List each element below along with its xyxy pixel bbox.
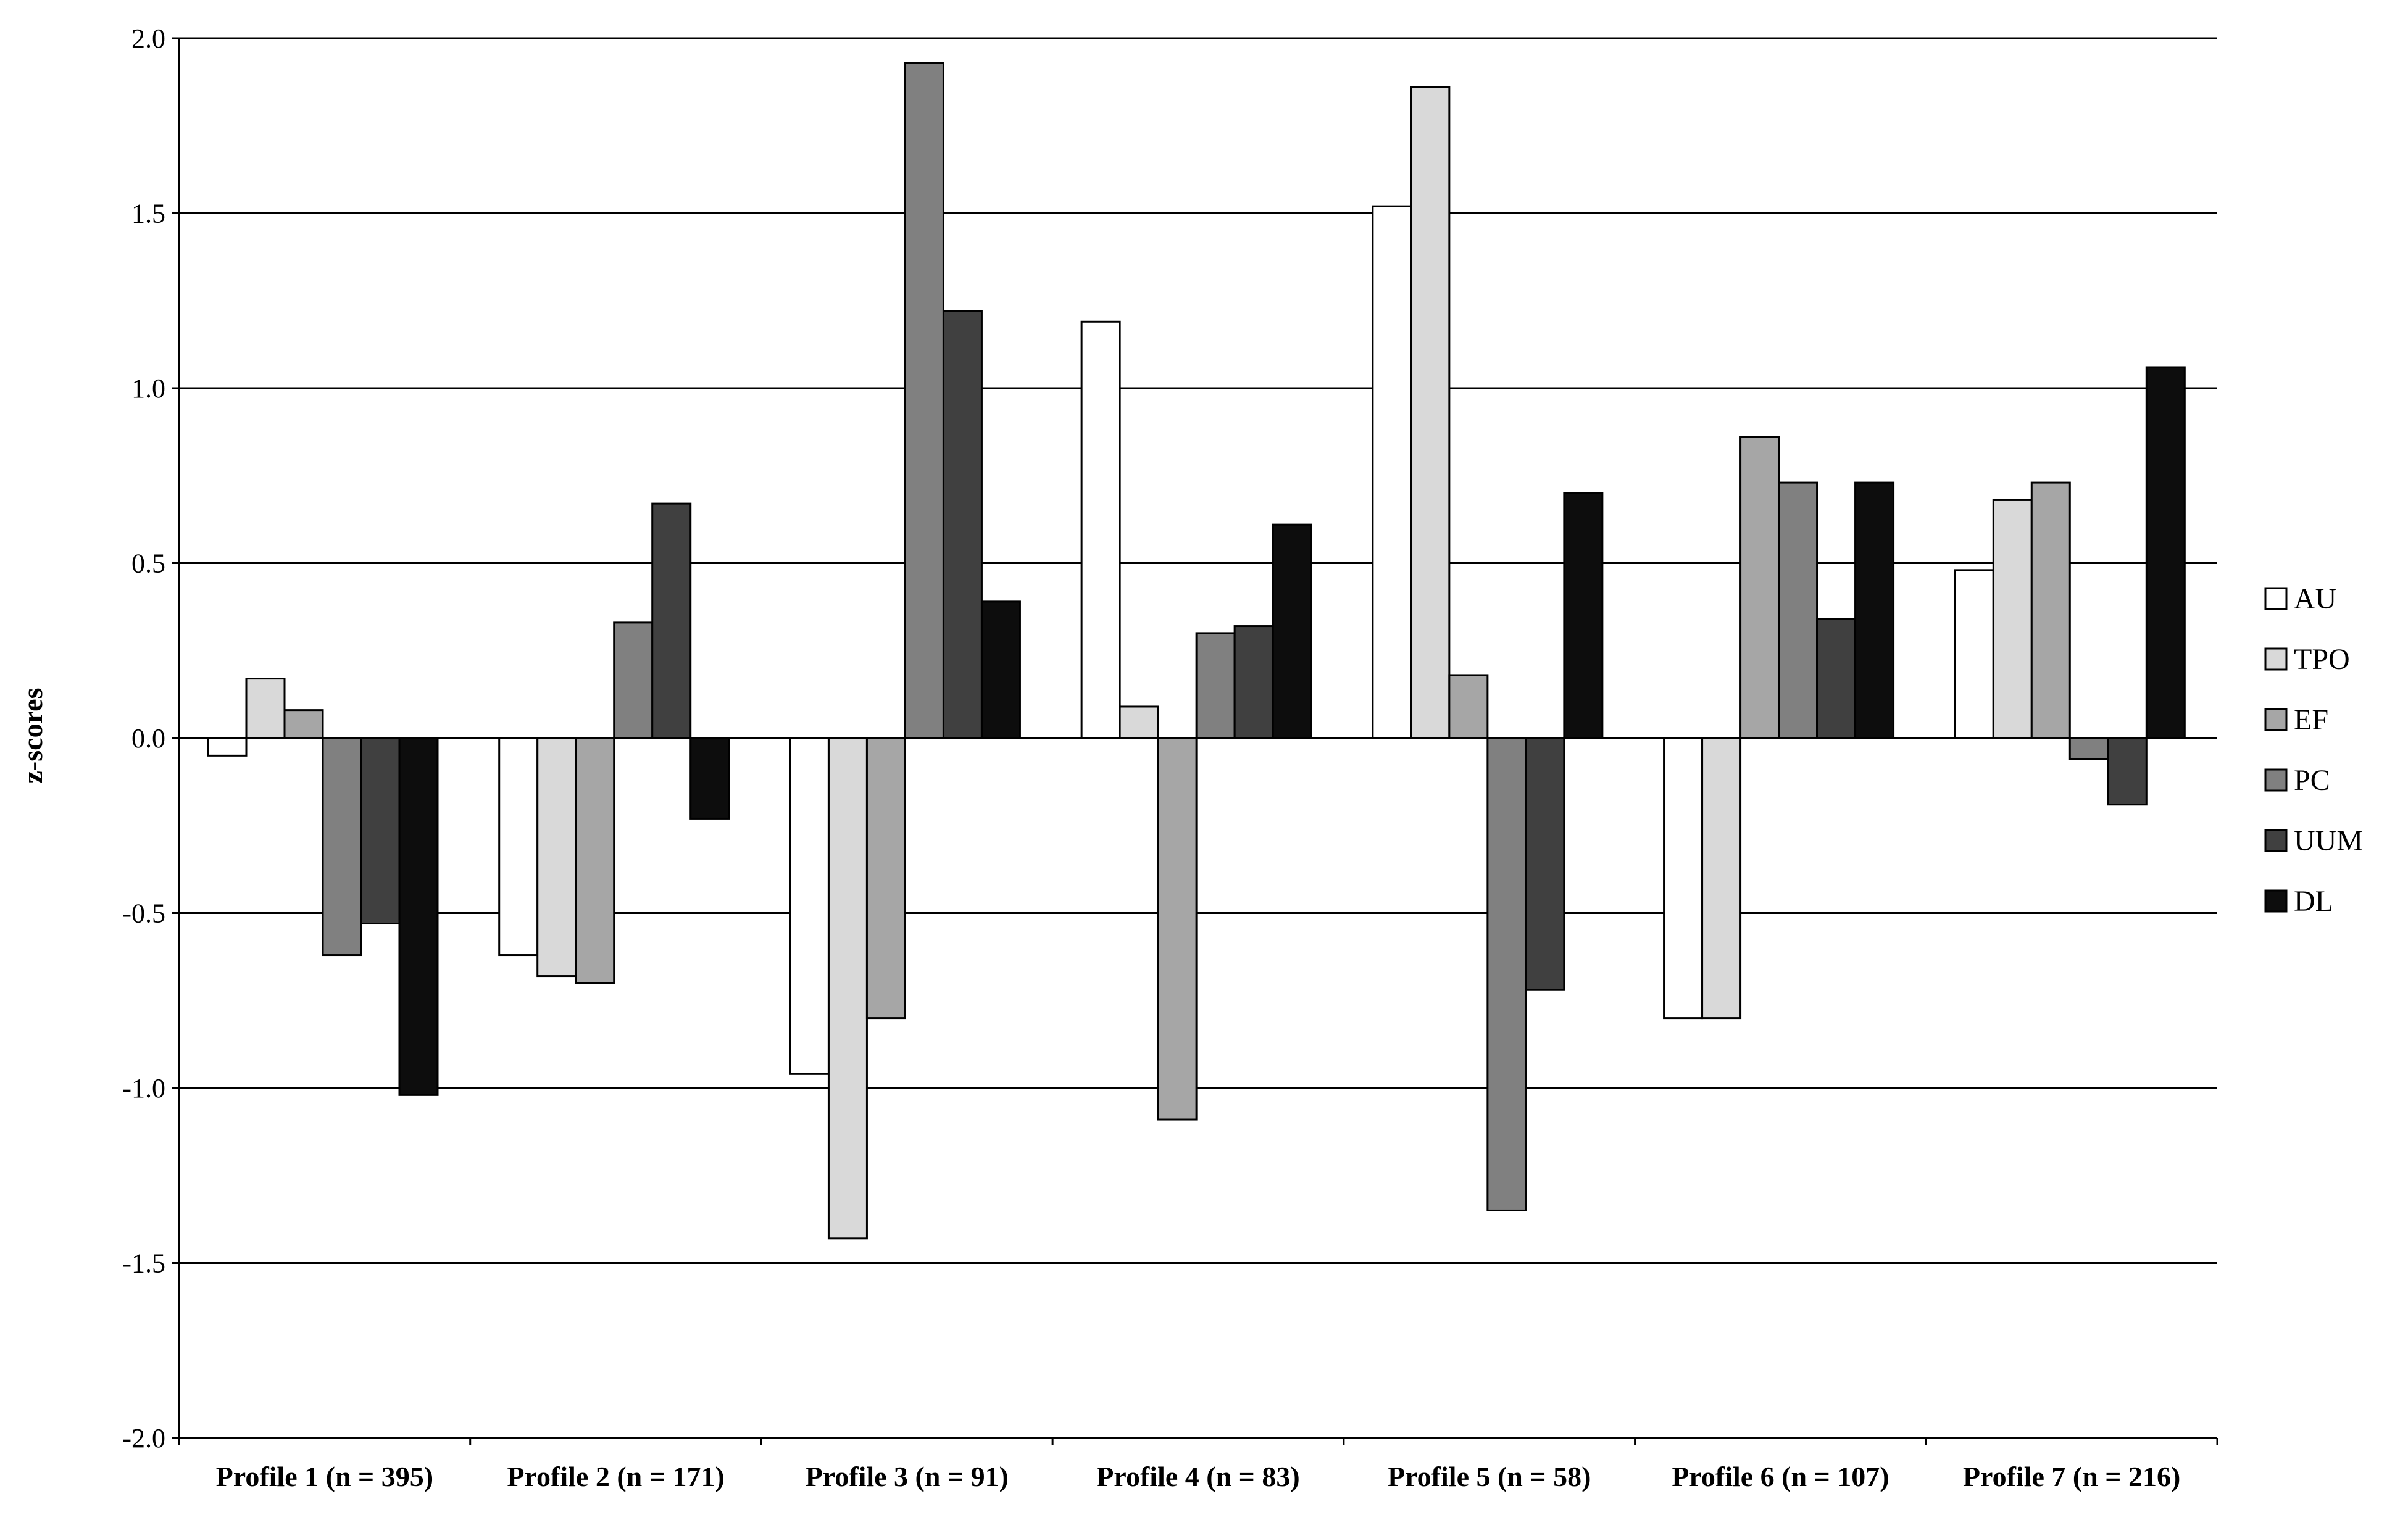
legend-swatch-au [2264, 587, 2288, 610]
y-tick-label: -2.0 [122, 1423, 165, 1453]
bar-au-4 [1080, 320, 1121, 739]
bar-au-5 [1372, 205, 1412, 739]
legend: AU TPO EF PC UUM DL [2264, 583, 2363, 918]
bar-tpo-2 [536, 737, 577, 978]
y-tick-label: 0.0 [131, 723, 165, 754]
bar-pc-3 [904, 62, 944, 739]
legend-label-au: AU [2294, 583, 2336, 615]
bar-ef-2 [575, 737, 615, 984]
bar-pc-2 [613, 621, 654, 739]
bar-ef-7 [2030, 481, 2071, 739]
bars [207, 62, 2186, 1240]
x-category-label: Profile 1 (n = 395) [216, 1461, 433, 1492]
bar-pc-1 [322, 737, 362, 957]
legend-label-dl: DL [2294, 885, 2333, 918]
bar-ef-1 [283, 709, 324, 739]
bar-dl-7 [2145, 366, 2186, 739]
bar-tpo-1 [245, 678, 286, 739]
y-tick-label: -1.5 [122, 1248, 165, 1279]
bar-uum-1 [360, 737, 401, 925]
y-tick-label: 1.5 [131, 199, 165, 229]
bar-ef-5 [1448, 674, 1489, 739]
bar-uum-7 [2107, 737, 2148, 806]
legend-label-tpo: TPO [2294, 643, 2350, 676]
bar-au-3 [789, 737, 830, 1075]
bar-au-7 [1954, 569, 1994, 739]
y-tick-label: -1.0 [122, 1073, 165, 1103]
x-category-label: Profile 2 (n = 171) [507, 1461, 724, 1492]
legend-label-pc: PC [2294, 764, 2330, 797]
bar-tpo-7 [1992, 499, 2033, 739]
bar-uum-2 [651, 502, 692, 739]
axes [172, 37, 2218, 1445]
bar-dl-4 [1272, 523, 1312, 739]
bar-au-1 [207, 737, 248, 757]
category-labels: Profile 1 (n = 395) Profile 2 (n = 171) Pr… [216, 1461, 2181, 1492]
x-category-label: Profile 5 (n = 58) [1388, 1461, 1591, 1492]
bar-tpo-5 [1410, 86, 1451, 739]
bar-pc-4 [1195, 632, 1236, 739]
bar-ef-6 [1739, 436, 1780, 739]
legend-swatch-pc [2264, 768, 2288, 792]
legend-swatch-ef [2264, 708, 2288, 731]
bar-dl-5 [1563, 492, 1604, 739]
bar-dl-2 [689, 737, 730, 820]
y-tick-label: 0.5 [131, 549, 165, 579]
legend-label-ef: EF [2294, 704, 2328, 736]
x-category-label: Profile 3 (n = 91) [806, 1461, 1009, 1492]
bar-ef-4 [1157, 737, 1198, 1121]
bar-au-2 [498, 737, 539, 957]
bar-uum-6 [1816, 618, 1857, 739]
y-axis-title: z-scores [17, 688, 48, 784]
x-category-label: Profile 6 (n = 107) [1672, 1461, 1889, 1492]
bar-dl-3 [980, 600, 1021, 739]
bar-uum-4 [1233, 625, 1274, 739]
bar-tpo-3 [827, 737, 868, 1240]
y-tick-label: 2.0 [131, 23, 165, 54]
bar-tpo-4 [1119, 705, 1159, 739]
bar-ef-3 [865, 737, 906, 1020]
y-tick-labels: 2.0 1.5 1.0 0.5 0.0 -0.5 -1.0 -1.5 -2.0 [122, 23, 165, 1453]
bar-uum-5 [1525, 737, 1565, 991]
bar-tpo-6 [1701, 737, 1742, 1020]
bar-pc-5 [1486, 737, 1527, 1211]
bar-pc-7 [2068, 737, 2109, 760]
legend-swatch-dl [2264, 889, 2288, 913]
y-tick-label: 1.0 [131, 373, 165, 404]
legend-swatch-tpo [2264, 647, 2288, 671]
bar-pc-6 [1778, 481, 1818, 739]
x-category-label: Profile 7 (n = 216) [1963, 1461, 2180, 1492]
bar-uum-3 [942, 310, 983, 739]
bar-dl-1 [398, 737, 439, 1096]
legend-swatch-uum [2264, 829, 2288, 852]
x-category-label: Profile 4 (n = 83) [1096, 1461, 1299, 1492]
legend-label-uum: UUM [2294, 824, 2363, 857]
y-tick-label: -0.5 [122, 899, 165, 929]
bar-au-6 [1663, 737, 1704, 1020]
bar-dl-6 [1854, 481, 1895, 739]
